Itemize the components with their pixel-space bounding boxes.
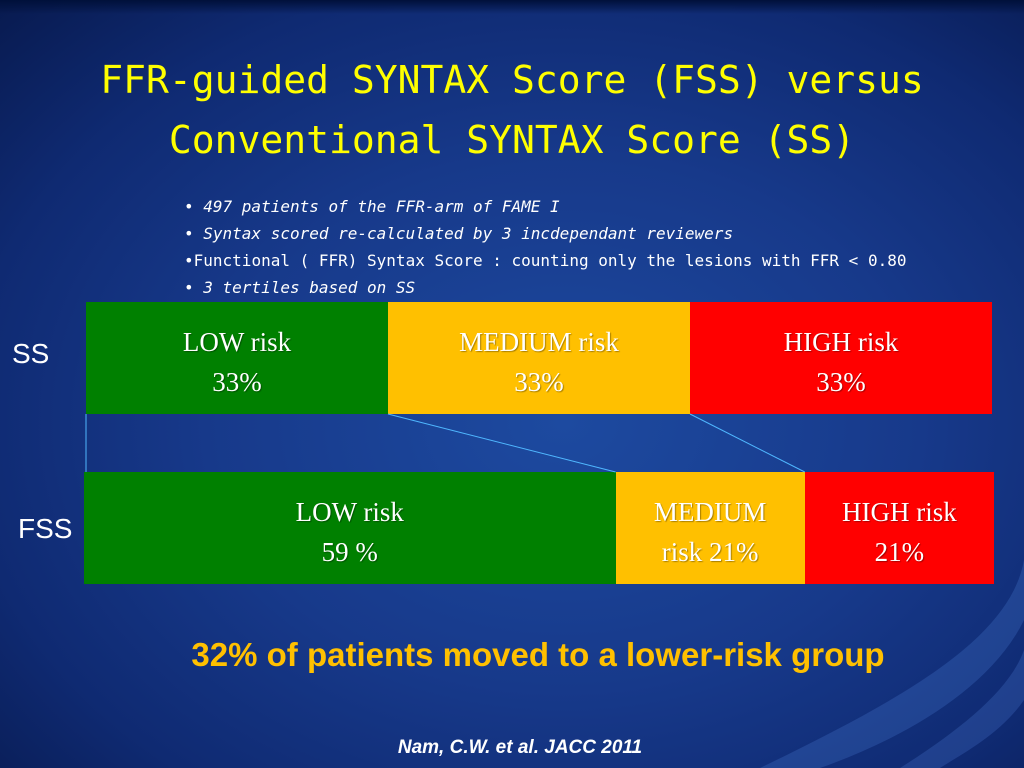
bullet-marker: •: [184, 197, 204, 216]
ss-high-risk-segment: HIGH risk 33%: [690, 302, 992, 414]
fss-risk-bar: LOW risk 59 % MEDIUM risk 21% HIGH risk …: [84, 472, 994, 584]
segment-value: 33%: [212, 367, 262, 397]
segment-label: LOW risk: [295, 497, 404, 527]
segment-value: 59 %: [321, 537, 378, 567]
bullet-marker: •: [184, 278, 204, 297]
segment-value: 33%: [816, 367, 866, 397]
bullet-text: Functional ( FFR) Syntax Score : countin…: [193, 251, 907, 270]
bullet-item: •Functional ( FFR) Syntax Score : counti…: [184, 247, 1024, 274]
ss-low-risk-segment: LOW risk 33%: [86, 302, 388, 414]
title-line-1: FFR-guided SYNTAX Score (FSS) versus: [100, 58, 924, 102]
citation: Nam, C.W. et al. JACC 2011: [397, 737, 643, 758]
bullet-item: • 497 patients of the FFR-arm of FAME I: [184, 193, 1024, 220]
bullet-marker: •: [184, 251, 194, 270]
ss-row-label: SS: [12, 338, 50, 369]
bullet-item: • Syntax scored re-calculated by 3 incde…: [184, 220, 1024, 247]
bullet-text: Syntax scored re-calculated by 3 incdepe…: [203, 224, 734, 243]
ss-risk-bar: LOW risk 33% MEDIUM risk 33% HIGH risk 3…: [86, 302, 992, 414]
bullet-text: 497 patients of the FFR-arm of FAME I: [203, 197, 560, 216]
top-band: [0, 0, 1024, 14]
bullet-item: • 3 tertiles based on SS: [184, 274, 1024, 301]
segment-value: 21%: [874, 537, 925, 567]
fss-low-risk-segment: LOW risk 59 %: [84, 472, 616, 584]
segment-value: 33%: [514, 367, 564, 397]
segment-label: HIGH risk: [842, 497, 957, 527]
segment-label: LOW risk: [182, 327, 292, 357]
title-line-2: Conventional SYNTAX Score (SS): [168, 118, 856, 162]
slide-title: FFR-guided SYNTAX Score (FSS) versus Con…: [0, 50, 1024, 170]
ss-medium-risk-segment: MEDIUM risk 33%: [388, 302, 690, 414]
segment-label: MEDIUM risk: [459, 327, 619, 357]
bullet-marker: •: [184, 224, 204, 243]
segment-label: MEDIUM: [653, 497, 767, 527]
bullet-text: 3 tertiles based on SS: [203, 278, 416, 297]
fss-row-label: FSS: [18, 513, 73, 544]
bullet-list: • 497 patients of the FFR-arm of FAME I …: [184, 193, 1024, 301]
segment-label: HIGH risk: [783, 327, 899, 357]
fss-medium-risk-segment: MEDIUM risk 21%: [615, 472, 805, 584]
fss-high-risk-segment: HIGH risk 21%: [804, 472, 994, 584]
conclusion-text: 32% of patients moved to a lower-risk gr…: [191, 636, 885, 673]
segment-value: risk 21%: [661, 537, 759, 567]
